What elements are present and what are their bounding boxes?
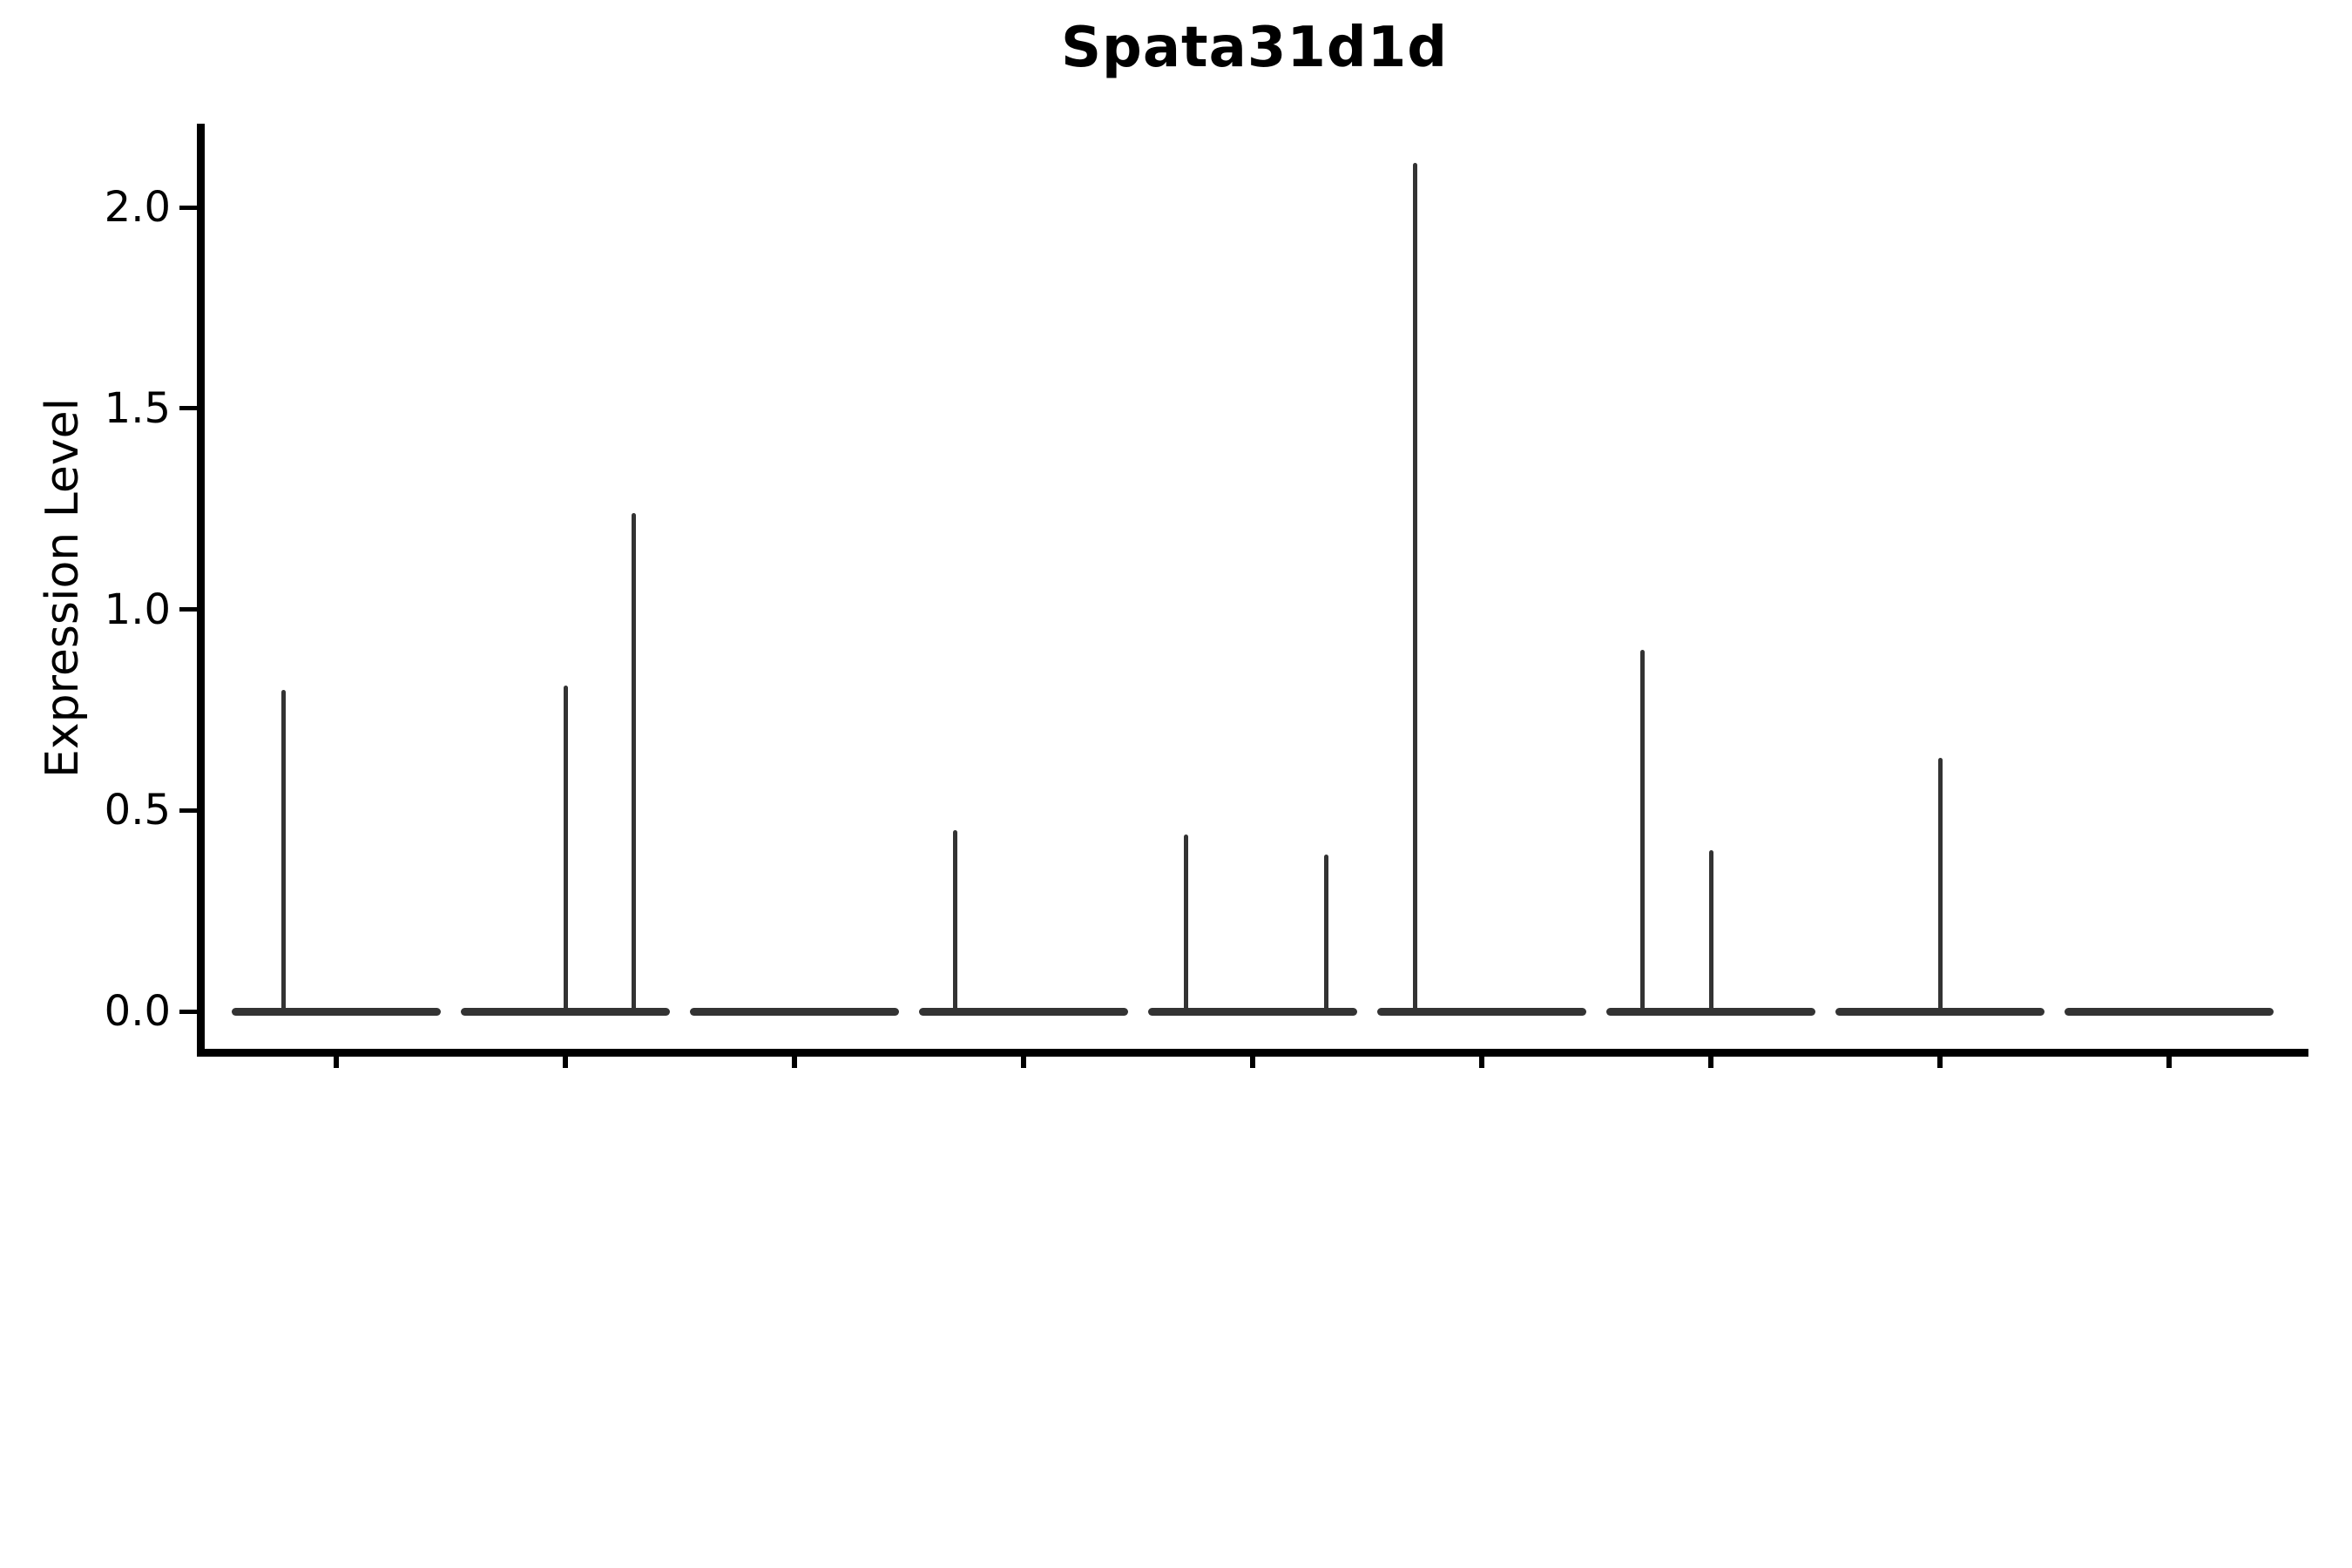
x-axis-tick: [792, 1057, 797, 1068]
y-axis-tick-label: 0.0: [104, 987, 171, 1036]
x-axis-tick: [2166, 1057, 2172, 1068]
y-axis-tick-label: 1.5: [104, 383, 171, 433]
y-axis-tick: [179, 205, 197, 210]
x-axis-tick: [563, 1057, 568, 1068]
x-axis-tick: [1021, 1057, 1026, 1068]
violin-baseline: [1377, 1007, 1586, 1016]
x-axis-tick: [1479, 1057, 1484, 1068]
x-axis-tick: [334, 1057, 339, 1068]
y-axis-tick: [179, 607, 197, 612]
violin-spike: [1184, 834, 1189, 1011]
y-axis-tick: [179, 808, 197, 813]
violin-baseline: [232, 1007, 441, 1016]
y-axis-tick-label: 0.5: [104, 786, 171, 835]
violin-baseline: [2065, 1007, 2274, 1016]
y-axis-tick-label: 1.0: [104, 585, 171, 634]
violin-baseline: [919, 1007, 1128, 1016]
violin-spike: [281, 689, 286, 1011]
violin-spike: [1639, 649, 1645, 1011]
x-axis-spine: [197, 1049, 2308, 1057]
y-axis-spine: [197, 124, 205, 1057]
violin-baseline: [1835, 1007, 2044, 1016]
violin-baseline: [461, 1007, 670, 1016]
violin-spike: [632, 512, 637, 1011]
x-axis-tick: [1937, 1057, 1943, 1068]
violin-baseline: [690, 1007, 899, 1016]
y-axis-tick: [179, 1009, 197, 1014]
x-axis-tick: [1250, 1057, 1255, 1068]
violin-spike: [1708, 850, 1713, 1011]
x-axis-tick: [1708, 1057, 1713, 1068]
violin-spike: [1323, 855, 1328, 1011]
violin-baseline: [1148, 1007, 1357, 1016]
violin-spike: [1413, 163, 1418, 1011]
y-axis-tick: [179, 406, 197, 411]
y-axis-tick-label: 2.0: [104, 183, 171, 232]
violin-spike: [563, 686, 568, 1011]
violin-baseline: [1606, 1007, 1815, 1016]
plot-title: Spata31d1d: [1060, 16, 1449, 80]
violin-spike: [952, 830, 957, 1011]
violin-spike: [1937, 758, 1943, 1011]
